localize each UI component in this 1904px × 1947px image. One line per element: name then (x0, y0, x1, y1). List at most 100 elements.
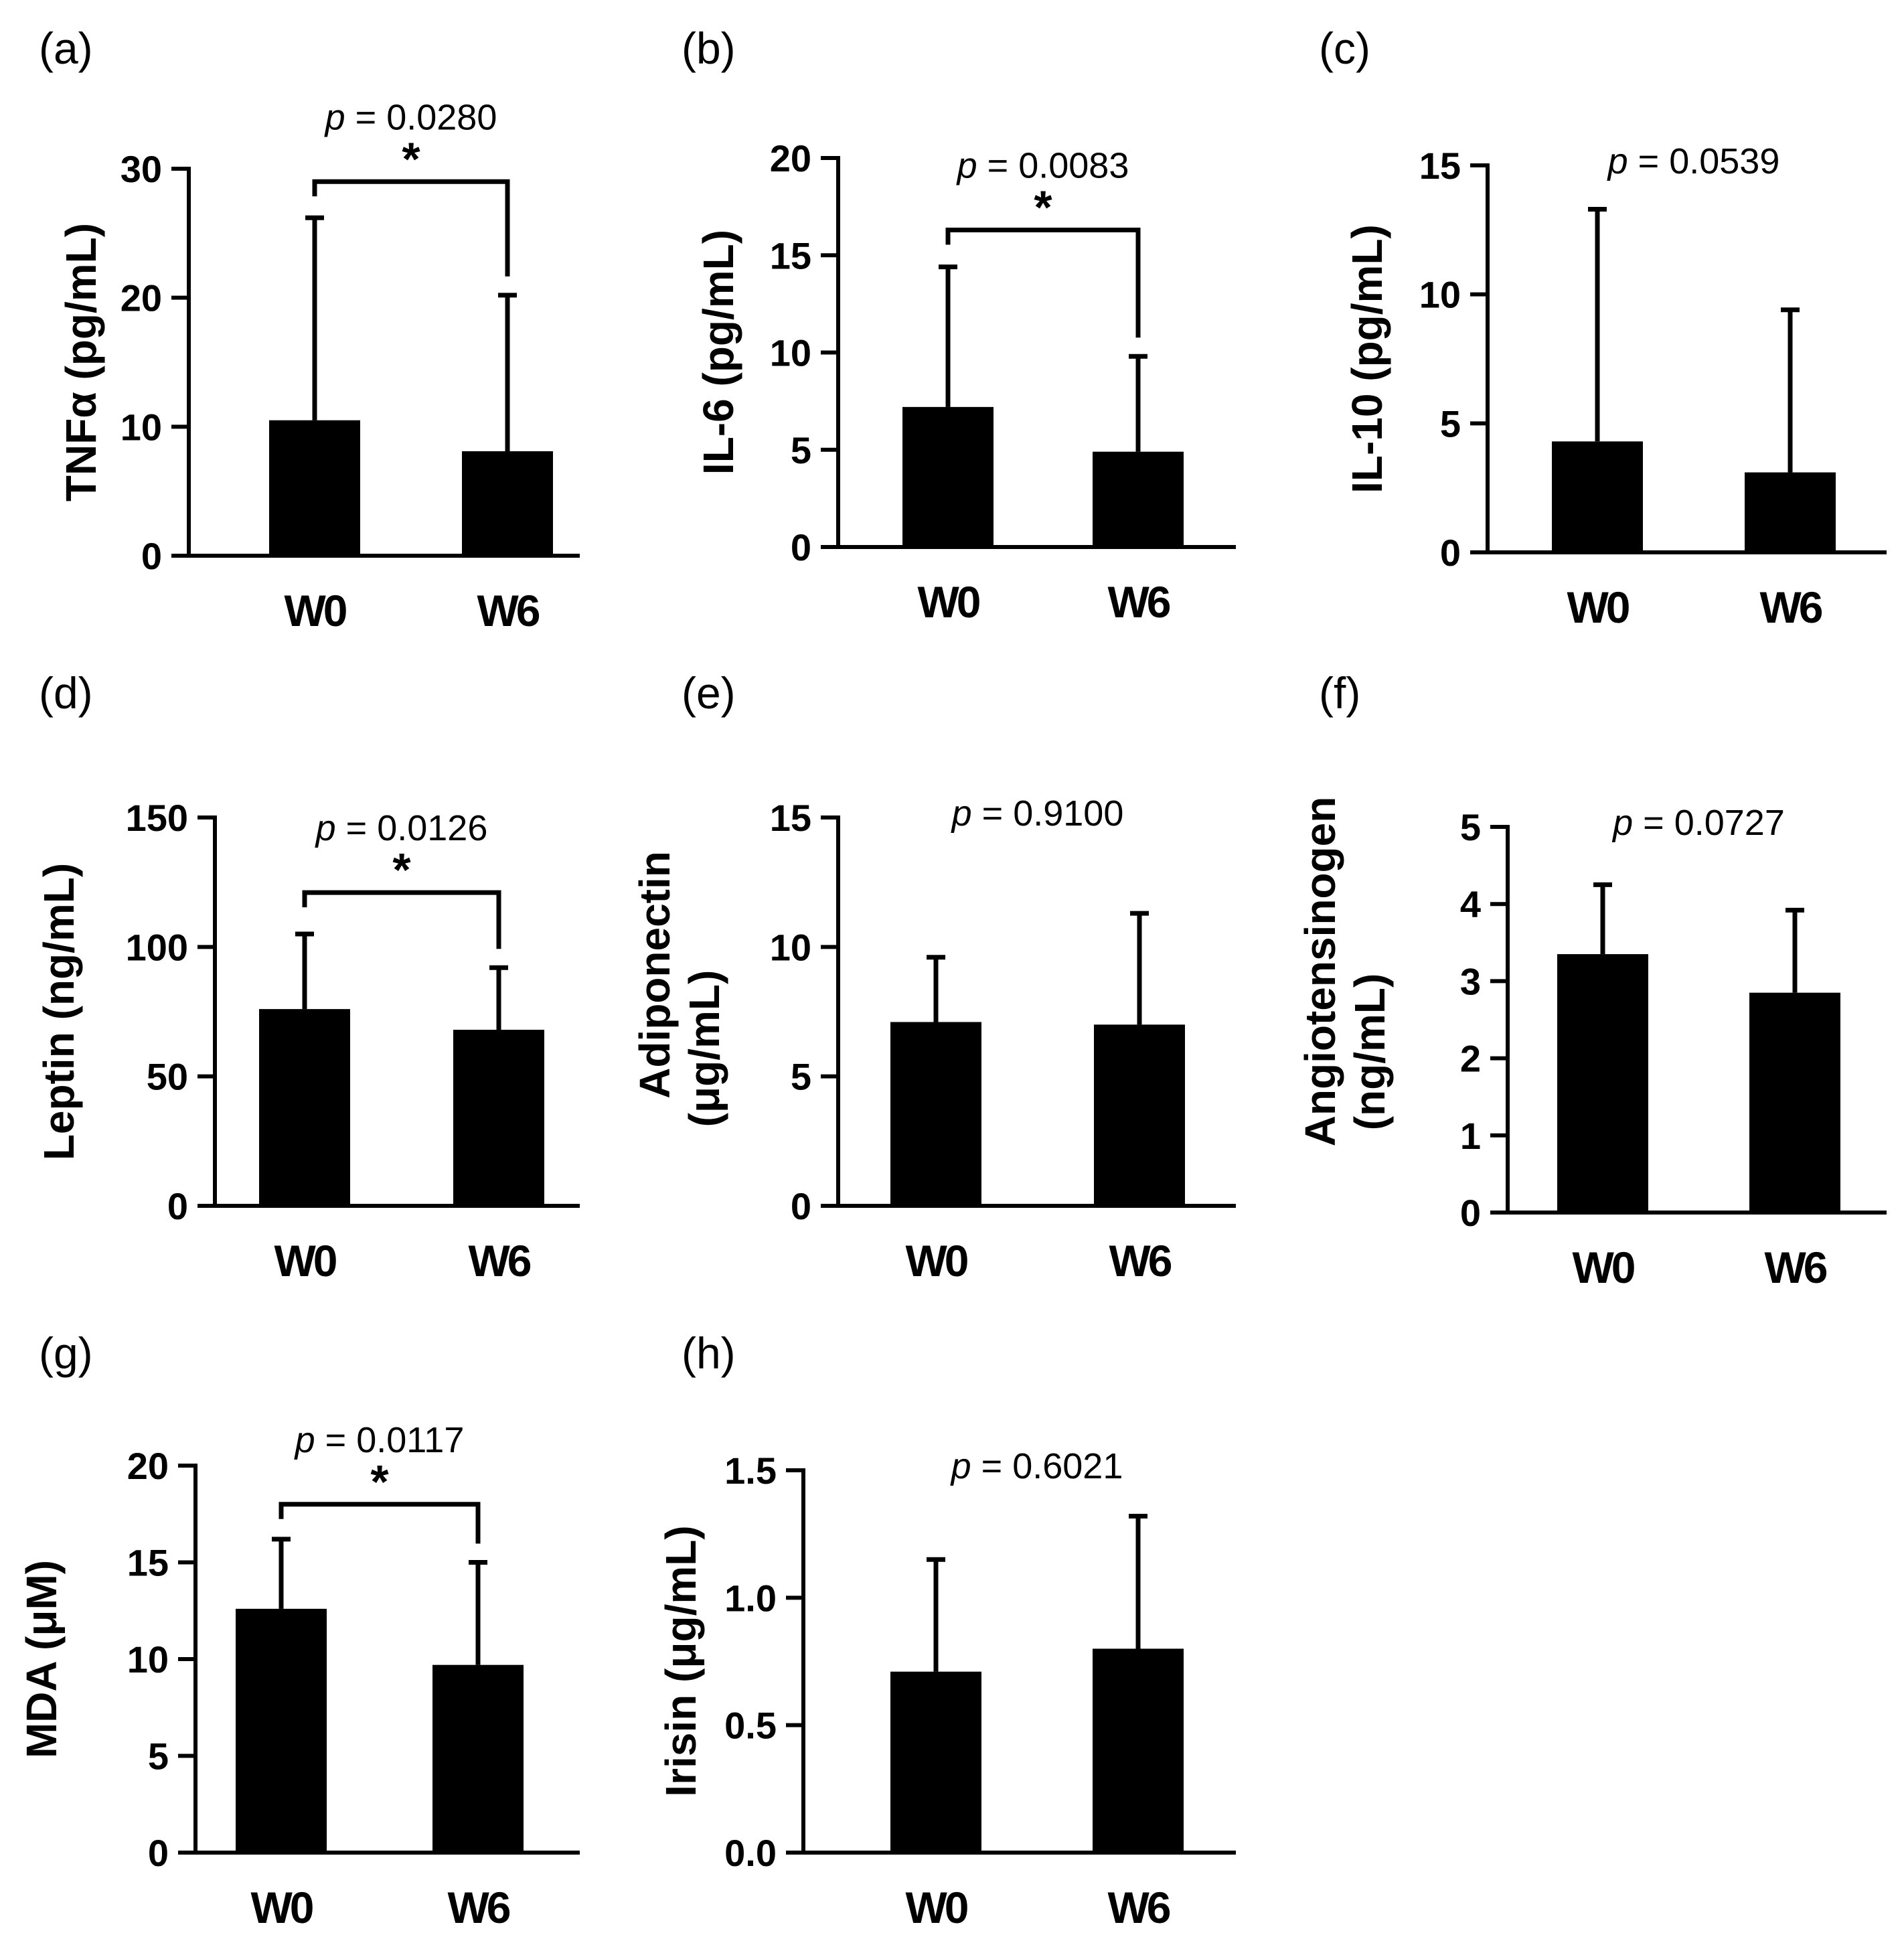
chart-panel-f: (f) W0 W6 0 1 2 3 4 5 Angiotensinogen (ng/mL) p = 0… (1296, 668, 1887, 1292)
significance-star: * (392, 844, 411, 896)
panel-label: (g) (39, 1328, 93, 1378)
p-value-label: p = 0.9100 (951, 793, 1124, 834)
y-tick-label: 4 (1460, 883, 1481, 925)
panel-label: (b) (682, 23, 736, 73)
y-tick-label: 3 (1460, 960, 1481, 1002)
category-label: W6 (477, 586, 540, 635)
category-label: W0 (906, 1883, 967, 1932)
category-label: W0 (1573, 1243, 1634, 1292)
significance-bracket (302, 890, 501, 949)
category-label: W6 (448, 1883, 510, 1932)
y-axis-title: Angiotensinogen (1296, 797, 1344, 1147)
chart-panel-h: (h) W0 W6 0.0 0.5 1.0 1.5 Irisin (μg/mL) p = 0.6… (657, 1328, 1236, 1932)
y-axis-title: (μg/mL) (680, 970, 728, 1127)
y-tick-label: 20 (770, 137, 811, 179)
p-value-label: p = 0.0083 (956, 145, 1129, 185)
p-value-label: p = 0.0727 (1611, 803, 1785, 843)
bar-w6 (1093, 451, 1184, 547)
p-value-text: = 0.0126 (336, 808, 488, 848)
bar-w6 (1749, 992, 1840, 1213)
y-tick-label: 50 (147, 1056, 188, 1098)
panel-label: (e) (682, 668, 736, 718)
y-axis-title: Irisin (μg/mL) (657, 1525, 705, 1796)
y-tick-label: 15 (127, 1542, 169, 1584)
significance-star: * (1034, 181, 1052, 233)
bar-w0 (1552, 441, 1643, 552)
y-axis-title: Leptin (ng/mL) (35, 863, 83, 1160)
p-value-label: p = 0.0117 (294, 1420, 465, 1460)
p-value-symbol: p (956, 145, 977, 185)
panel-label: (h) (682, 1328, 736, 1378)
category-label: W6 (469, 1236, 531, 1286)
y-tick-label: 0.0 (724, 1832, 777, 1874)
p-value-text: = 0.0083 (977, 145, 1129, 185)
bar-w0 (236, 1608, 327, 1853)
category-label: W0 (251, 1883, 313, 1932)
y-tick-label: 150 (126, 797, 188, 839)
p-value-text: = 0.9100 (972, 793, 1124, 834)
y-tick-label: 10 (1419, 274, 1461, 316)
bar-w0 (1557, 954, 1648, 1213)
bar-w6 (453, 1030, 544, 1206)
y-axis-title: Adiponectin (631, 851, 679, 1099)
panel-label: (c) (1319, 23, 1370, 73)
y-tick-label: 5 (1460, 806, 1481, 848)
category-label: W0 (1567, 582, 1629, 632)
p-value-label: p = 0.0280 (324, 97, 497, 137)
y-tick-label: 2 (1460, 1038, 1481, 1080)
p-value-symbol: p (951, 793, 972, 834)
category-label: W0 (285, 586, 346, 635)
significance-star: * (402, 133, 420, 185)
y-tick-label: 30 (121, 148, 162, 190)
y-tick-label: 10 (127, 1638, 169, 1681)
category-label: W0 (906, 1236, 967, 1286)
category-label: W6 (1760, 582, 1822, 632)
y-tick-label: 10 (121, 406, 162, 448)
category-label: W0 (918, 577, 979, 627)
y-tick-label: 5 (791, 429, 811, 471)
y-tick-label: 1.0 (724, 1577, 777, 1619)
y-axis-title: IL-10 (pg/mL) (1343, 224, 1391, 493)
bar-w0 (259, 1009, 350, 1206)
y-tick-label: 1.5 (724, 1450, 777, 1492)
y-tick-label: 15 (1419, 145, 1461, 187)
y-tick-label: 100 (126, 926, 188, 968)
bar-w6 (1094, 1024, 1185, 1206)
y-tick-label: 0 (1460, 1192, 1481, 1234)
y-tick-label: 20 (121, 277, 162, 319)
bar-w0 (890, 1671, 981, 1853)
category-label: W6 (1765, 1243, 1827, 1292)
y-tick-label: 0 (148, 1832, 169, 1874)
p-value-symbol: p (1611, 803, 1633, 843)
bar-w6 (462, 451, 553, 556)
y-axis-title: (ng/mL) (1346, 974, 1394, 1131)
bar-w0 (890, 1022, 981, 1206)
p-value-text: = 0.6021 (971, 1446, 1123, 1486)
y-tick-label: 0.5 (724, 1705, 777, 1747)
bar-w6 (432, 1664, 524, 1853)
y-tick-label: 15 (770, 797, 811, 839)
p-value-symbol: p (315, 808, 336, 848)
y-axis-title: MDA (μM) (17, 1560, 66, 1758)
y-tick-label: 0 (791, 526, 811, 568)
y-tick-label: 0 (1440, 532, 1461, 574)
y-tick-label: 5 (1440, 402, 1461, 445)
p-value-label: p = 0.0539 (1607, 141, 1780, 181)
significance-bracket (945, 227, 1141, 338)
y-tick-label: 0 (791, 1185, 811, 1227)
panel-label: (f) (1319, 668, 1360, 718)
y-tick-label: 10 (770, 926, 811, 968)
y-tick-label: 0 (167, 1185, 188, 1227)
p-value-text: = 0.0727 (1633, 803, 1785, 843)
category-label: W0 (274, 1236, 336, 1286)
y-tick-label: 5 (148, 1735, 169, 1778)
p-value-symbol: p (324, 97, 345, 137)
p-value-text: = 0.0280 (345, 97, 497, 137)
y-tick-label: 15 (770, 234, 811, 277)
category-label: W6 (1108, 577, 1170, 627)
bar-w0 (269, 420, 360, 556)
